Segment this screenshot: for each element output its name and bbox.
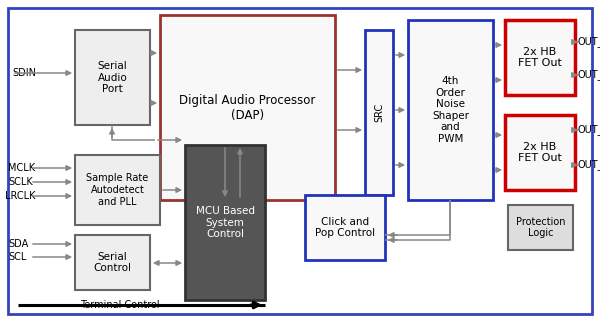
Text: OUT_D: OUT_D bbox=[578, 159, 600, 170]
Text: Terminal Control: Terminal Control bbox=[80, 300, 160, 310]
Bar bbox=[365, 30, 393, 195]
Bar bbox=[160, 15, 335, 200]
Text: LRCLK: LRCLK bbox=[5, 191, 35, 201]
Text: Serial
Audio
Port: Serial Audio Port bbox=[98, 61, 127, 94]
Text: MCLK: MCLK bbox=[8, 163, 35, 173]
Text: 2x HB
FET Out: 2x HB FET Out bbox=[518, 142, 562, 163]
Text: MCU Based
System
Control: MCU Based System Control bbox=[196, 206, 254, 239]
Text: Sample Rate
Autodetect
and PLL: Sample Rate Autodetect and PLL bbox=[86, 174, 149, 207]
Bar bbox=[505, 115, 575, 190]
Bar bbox=[75, 155, 160, 225]
Text: SRC: SRC bbox=[374, 103, 384, 122]
Text: 4th
Order
Noise
Shaper
and
PWM: 4th Order Noise Shaper and PWM bbox=[432, 76, 469, 144]
Text: OUT_C: OUT_C bbox=[578, 125, 600, 136]
Bar bbox=[185, 145, 265, 300]
Bar bbox=[305, 195, 385, 260]
Text: OUT_A: OUT_A bbox=[578, 36, 600, 47]
Text: SCLK: SCLK bbox=[8, 177, 33, 187]
Text: Serial
Control: Serial Control bbox=[94, 252, 131, 273]
Text: Protection
Logic: Protection Logic bbox=[516, 217, 565, 238]
Text: Digital Audio Processor
(DAP): Digital Audio Processor (DAP) bbox=[179, 93, 316, 121]
Bar bbox=[408, 20, 493, 200]
Text: 2x HB
FET Out: 2x HB FET Out bbox=[518, 47, 562, 68]
Text: SDIN: SDIN bbox=[12, 68, 36, 78]
Text: OUT_B: OUT_B bbox=[578, 70, 600, 80]
Bar bbox=[505, 20, 575, 95]
Bar bbox=[75, 235, 150, 290]
Bar bbox=[508, 205, 573, 250]
Text: SDA: SDA bbox=[8, 239, 28, 249]
Text: Click and
Pop Control: Click and Pop Control bbox=[315, 217, 375, 238]
Text: SCL: SCL bbox=[8, 252, 26, 262]
Bar bbox=[75, 30, 150, 125]
